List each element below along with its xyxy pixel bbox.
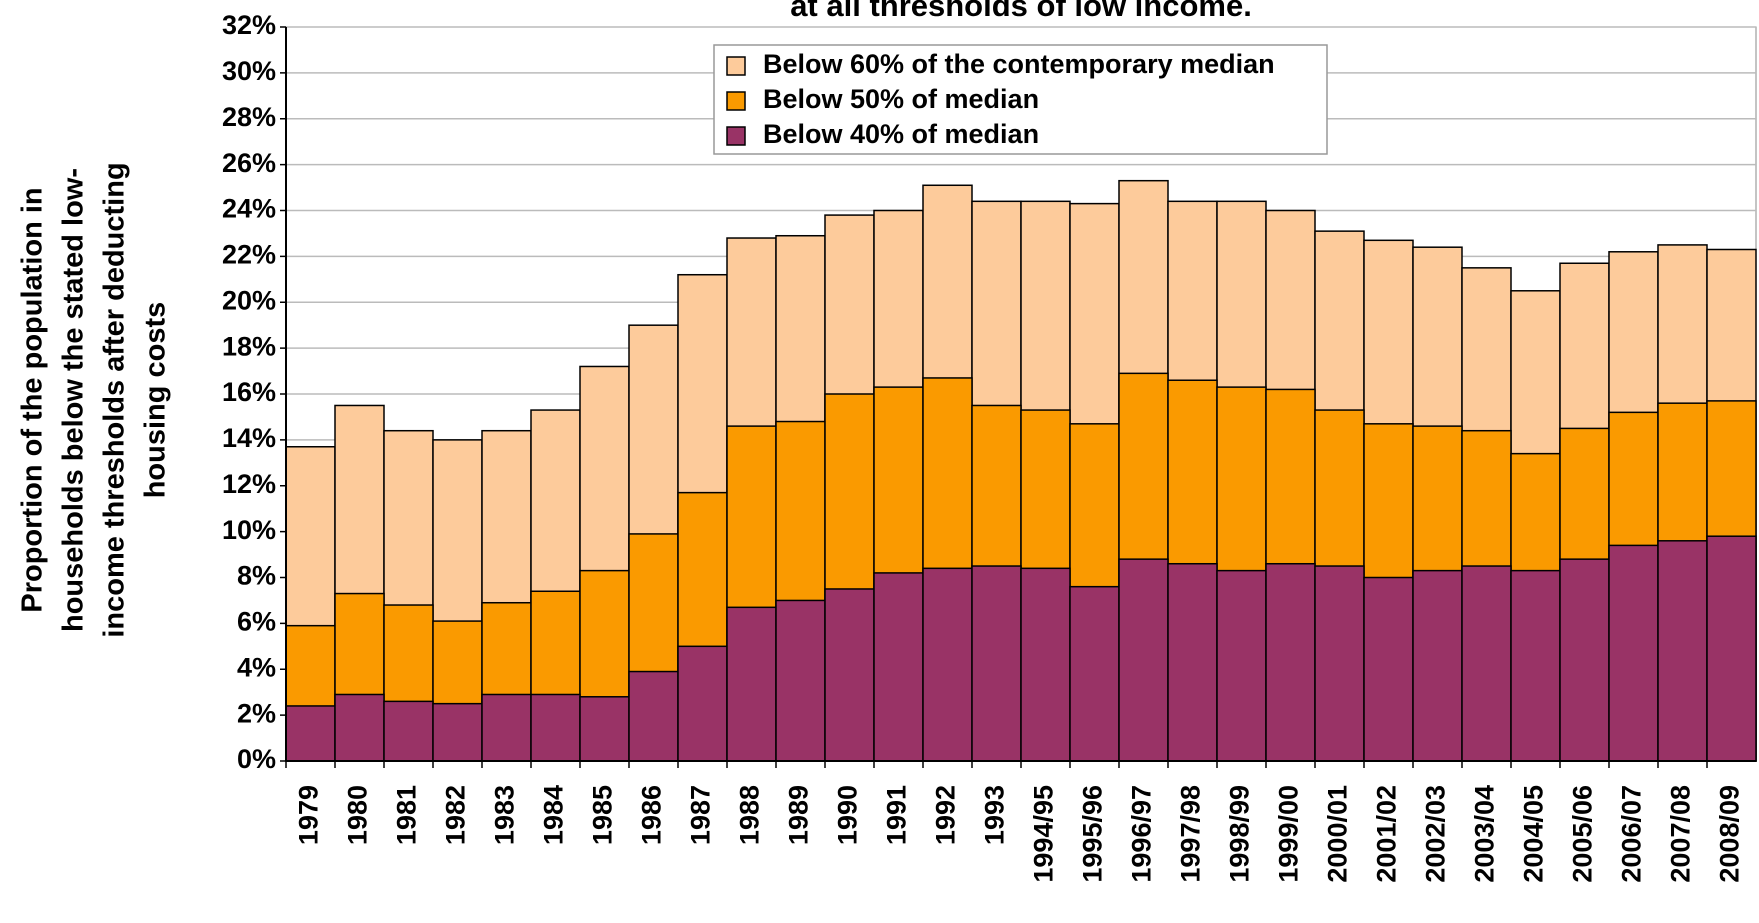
x-tick-label: 2005/06: [1568, 785, 1598, 883]
y-tick-label: 30%: [222, 56, 276, 86]
x-tick-label: 1999/00: [1274, 785, 1304, 883]
x-tick-label: 1981: [392, 785, 422, 845]
x-tick-label: 2002/03: [1421, 785, 1451, 883]
x-tick-label: 2000/01: [1323, 785, 1353, 883]
x-tick-label: 2006/07: [1617, 785, 1647, 883]
bar: [1363, 576, 1414, 762]
bar: [334, 693, 385, 762]
bar: [285, 705, 336, 762]
legend-label: Below 60% of the contemporary median: [763, 49, 1275, 79]
x-tick-label: 1980: [343, 785, 373, 845]
legend-swatch: [726, 126, 746, 146]
y-tick-label: 4%: [237, 652, 276, 682]
y-axis-label: households below the stated low-: [58, 168, 90, 632]
x-tick-label: 1997/98: [1176, 785, 1206, 883]
bar: [383, 700, 434, 762]
y-tick-label: 0%: [237, 744, 276, 774]
bar: [677, 645, 728, 762]
x-tick-label: 1994/95: [1029, 785, 1059, 883]
bar: [1412, 569, 1463, 762]
chart-title: at all thresholds of low income.: [790, 0, 1252, 23]
x-tick-label: 1983: [490, 785, 520, 845]
y-tick-label: 20%: [222, 285, 276, 315]
y-tick-label: 26%: [222, 148, 276, 178]
x-tick-label: 2004/05: [1519, 785, 1549, 883]
x-tick-label: 1992: [931, 785, 961, 845]
bar: [1461, 565, 1512, 762]
bar: [1069, 585, 1120, 762]
x-tick-label: 1995/96: [1078, 785, 1108, 883]
y-tick-label: 14%: [222, 423, 276, 453]
y-tick-label: 6%: [237, 607, 276, 637]
x-tick-label: 1986: [637, 785, 667, 845]
x-tick-label: 1996/97: [1127, 785, 1157, 883]
x-tick-label: 1979: [294, 785, 324, 845]
bar: [1510, 569, 1561, 762]
bar: [1118, 558, 1169, 762]
y-axis-label: housing costs: [140, 302, 172, 499]
bar: [481, 693, 532, 762]
x-tick-label: 1984: [539, 785, 569, 845]
y-tick-label: 18%: [222, 331, 276, 361]
bar: [628, 670, 679, 762]
y-tick-label: 10%: [222, 515, 276, 545]
bar: [873, 572, 924, 762]
x-tick-label: 1988: [735, 785, 765, 845]
bar: [971, 565, 1022, 762]
bar: [1657, 540, 1708, 762]
y-tick-label: 28%: [222, 102, 276, 132]
x-tick-label: 2003/04: [1470, 785, 1500, 883]
x-tick-label: 1991: [882, 785, 912, 845]
y-axis-label: Proportion of the population in: [17, 187, 49, 612]
y-tick-label: 8%: [237, 561, 276, 591]
x-tick-label: 1985: [588, 785, 618, 845]
x-tick-label: 1987: [686, 785, 716, 845]
y-tick-label: 2%: [237, 698, 276, 728]
bar: [1167, 562, 1218, 762]
y-tick-label: 24%: [222, 194, 276, 224]
bar: [1608, 544, 1659, 762]
bar: [1559, 558, 1610, 762]
legend-swatch: [726, 91, 746, 111]
bar: [922, 567, 973, 762]
x-tick-label: 1998/99: [1225, 785, 1255, 883]
bar: [1265, 562, 1316, 762]
y-tick-label: 22%: [222, 240, 276, 270]
legend-label: Below 40% of median: [763, 119, 1039, 149]
bar: [432, 702, 483, 762]
bar: [1020, 567, 1071, 762]
bar: [1706, 535, 1757, 762]
y-tick-label: 12%: [222, 469, 276, 499]
bar: [824, 588, 875, 762]
x-tick-label: 1982: [441, 785, 471, 845]
bar: [530, 693, 581, 762]
bar: [579, 696, 630, 762]
x-tick-label: 2001/02: [1372, 785, 1402, 883]
bar: [1314, 565, 1365, 762]
y-axis-label: income thresholds after deducting: [99, 162, 131, 637]
x-tick-label: 1990: [833, 785, 863, 845]
legend-swatch: [726, 56, 746, 76]
x-tick-label: 1989: [784, 785, 814, 845]
y-tick-label: 16%: [222, 377, 276, 407]
legend-label: Below 50% of median: [763, 84, 1039, 114]
x-tick-label: 2007/08: [1666, 785, 1696, 883]
bar: [775, 599, 826, 762]
legend: [713, 44, 1328, 155]
y-tick-label: 32%: [222, 10, 276, 40]
bar: [726, 606, 777, 762]
bar: [1216, 569, 1267, 762]
x-tick-label: 1993: [980, 785, 1010, 845]
x-tick-label: 2008/09: [1715, 785, 1745, 883]
